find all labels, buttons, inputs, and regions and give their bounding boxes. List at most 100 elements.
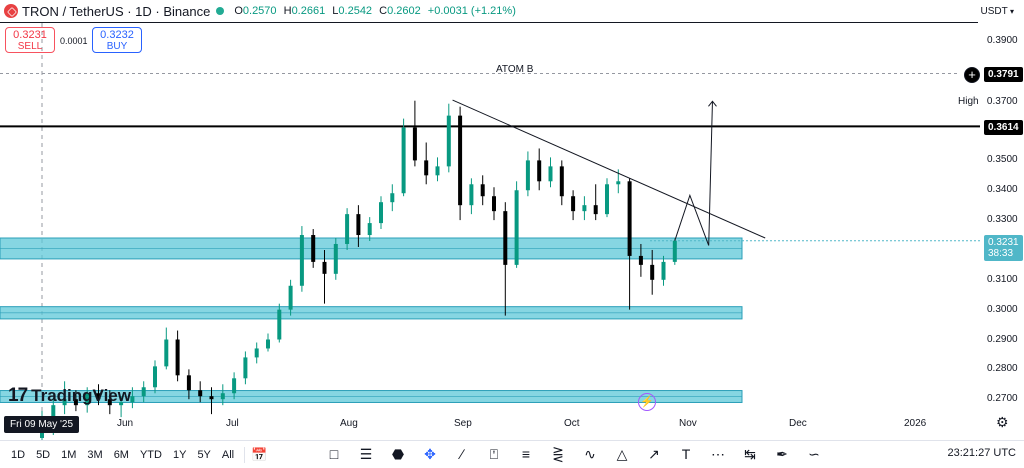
sell-button[interactable]: 0.3231 SELL bbox=[5, 27, 55, 53]
triangle-tool-icon[interactable]: △ bbox=[616, 446, 628, 462]
crosshair-date-label: Fri 09 May '25 bbox=[4, 416, 80, 433]
timeframe-1d[interactable]: 1D bbox=[11, 448, 26, 461]
trendline-tool-icon[interactable]: ∕ bbox=[460, 446, 464, 462]
candle-body-23 bbox=[299, 235, 304, 286]
candle-body-52 bbox=[627, 181, 632, 256]
arrow-tool-icon[interactable]: ↗ bbox=[648, 446, 660, 462]
candle-body-38 bbox=[469, 184, 474, 206]
candle-body-31 bbox=[390, 193, 395, 203]
candle-body-22 bbox=[288, 285, 293, 310]
sell-price: 0.3231 bbox=[13, 29, 47, 41]
candle-body-35 bbox=[435, 166, 440, 176]
currency-selector[interactable]: USDT bbox=[981, 6, 1014, 17]
chart-settings-gear-icon[interactable]: ⚙ bbox=[996, 414, 1009, 430]
candle-body-0 bbox=[40, 428, 44, 439]
time-tick-label: Oct bbox=[564, 418, 580, 429]
range-tool-icon[interactable]: ↹ bbox=[744, 446, 756, 462]
curve-tool-icon[interactable]: ∽ bbox=[808, 446, 820, 462]
candle-body-33 bbox=[412, 127, 417, 161]
candle-body-16 bbox=[220, 393, 225, 400]
candle-body-34 bbox=[424, 160, 429, 176]
timeframe-3m[interactable]: 3M bbox=[87, 448, 103, 461]
candle-body-42 bbox=[514, 190, 519, 265]
path-tool-icon[interactable]: ⬣ bbox=[391, 446, 405, 462]
forecast-tool-icon[interactable]: ⋯ bbox=[711, 446, 725, 462]
pattern-tool-icon[interactable]: ∿ bbox=[584, 446, 596, 462]
price-tick-label: 0.2900 bbox=[987, 333, 1018, 345]
candle-body-4 bbox=[85, 393, 90, 406]
candle-body-30 bbox=[379, 202, 383, 224]
time-tick-label: Aug bbox=[340, 418, 358, 429]
timeframe-1m[interactable]: 1M bbox=[61, 448, 77, 461]
date-range-calendar-icon[interactable]: 📅 bbox=[251, 446, 268, 462]
candle-body-39 bbox=[480, 184, 485, 197]
candle-body-18 bbox=[243, 357, 248, 379]
fib-tool-icon[interactable]: ⍞ bbox=[489, 446, 499, 462]
candle-body-29 bbox=[367, 223, 372, 236]
candle-body-56 bbox=[672, 240, 677, 262]
candle-body-55 bbox=[661, 261, 666, 280]
atom-b-annotation[interactable]: ATOM B bbox=[496, 64, 534, 75]
price-tick-label: 0.2700 bbox=[987, 393, 1018, 405]
drawing-tools: □ ☰ ⬣ ✥ ∕ ⍞ ≡ ⋛ ∿ △ ↗ T ⋯ ↹ ✒ ∽ bbox=[318, 444, 830, 464]
timeframe-5y[interactable]: 5Y bbox=[197, 448, 211, 461]
rectangle-tool-icon[interactable]: □ bbox=[329, 446, 339, 462]
pitchfork-tool-icon[interactable]: ⋛ bbox=[552, 446, 564, 462]
candle-body-53 bbox=[638, 255, 643, 265]
time-tick-label: Jul bbox=[226, 418, 239, 429]
chart-header: TRON / TetherUS · 1D · Binance O0.2570 H… bbox=[0, 0, 980, 22]
buy-button[interactable]: 0.3232 BUY bbox=[92, 27, 142, 53]
events-lightning-icon[interactable]: ⚡ bbox=[638, 393, 656, 411]
candle-body-45 bbox=[548, 166, 553, 182]
channel-tool-icon[interactable]: ≡ bbox=[521, 446, 531, 462]
text-tool-icon[interactable]: T bbox=[681, 446, 691, 462]
atom-level-price-tag: 0.3791 bbox=[984, 67, 1023, 82]
candle-body-13 bbox=[186, 375, 191, 391]
timeframe-6m[interactable]: 6M bbox=[113, 448, 129, 461]
add-alert-plus-icon[interactable]: + bbox=[964, 67, 980, 83]
current-price-tag: 0.3231 38:33 bbox=[984, 235, 1023, 261]
candle-body-40 bbox=[492, 196, 496, 212]
price-tick-label: 0.3000 bbox=[987, 303, 1018, 315]
close-value: 0.2602 bbox=[387, 5, 421, 17]
timeframe-all[interactable]: All bbox=[221, 448, 235, 461]
candle-body-37 bbox=[458, 115, 463, 206]
open-value: 0.2570 bbox=[242, 5, 277, 17]
timeframe-ytd[interactable]: YTD bbox=[139, 448, 162, 461]
buy-price: 0.3232 bbox=[100, 29, 134, 41]
candle-body-36 bbox=[446, 115, 451, 167]
tradingview-wordmark: TradingView bbox=[31, 386, 131, 405]
tradingview-logo: 17 TradingView bbox=[8, 385, 131, 407]
crosshair-tool-icon[interactable]: ✥ bbox=[424, 446, 436, 462]
candle-body-2 bbox=[62, 399, 67, 406]
candle-body-28 bbox=[356, 214, 361, 236]
candle-body-26 bbox=[333, 243, 338, 274]
low-value: 0.2542 bbox=[338, 5, 373, 17]
candle-body-3 bbox=[73, 399, 78, 406]
high-tag-label: High bbox=[958, 96, 979, 107]
price-chart[interactable] bbox=[0, 0, 1024, 440]
close-label: C bbox=[379, 5, 388, 17]
brush-tool-icon[interactable]: ✒ bbox=[776, 446, 788, 462]
descending-trendline bbox=[452, 99, 766, 239]
candle-body-17 bbox=[232, 378, 237, 394]
horizontal-lines-tool-icon[interactable]: ☰ bbox=[359, 446, 373, 462]
spread-value: 0.0001 bbox=[60, 36, 88, 46]
candle-body-54 bbox=[650, 264, 655, 280]
candle-body-48 bbox=[582, 205, 587, 212]
high-tag-value: 0.3700 bbox=[986, 96, 1018, 107]
timeframe-5d[interactable]: 5D bbox=[36, 448, 51, 461]
timeframe-1y[interactable]: 1Y bbox=[172, 448, 187, 461]
candle-body-21 bbox=[277, 309, 282, 340]
price-tick-label: 0.3400 bbox=[987, 184, 1018, 196]
ohlc-readout: O0.2570 H0.2661 L0.2542 C0.2602 +0.0031 … bbox=[230, 5, 516, 17]
candle-body-50 bbox=[605, 184, 609, 215]
candle-body-44 bbox=[537, 160, 542, 182]
utc-clock[interactable]: 23:21:27 UTC bbox=[947, 447, 1016, 459]
candle-body-6 bbox=[107, 399, 112, 406]
high-value: 0.2661 bbox=[291, 5, 326, 17]
symbol-title[interactable]: TRON / TetherUS · 1D · Binance bbox=[22, 3, 211, 19]
bar-countdown: 38:33 bbox=[988, 248, 1014, 259]
price-tick-label: 0.3300 bbox=[987, 214, 1018, 226]
price-tick-label: 0.3500 bbox=[987, 154, 1018, 166]
